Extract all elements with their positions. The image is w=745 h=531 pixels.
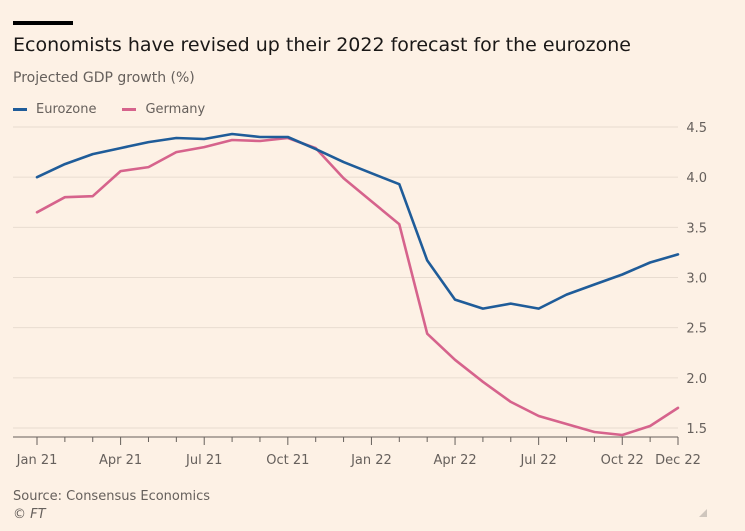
- copyright-note: © FT: [13, 507, 46, 522]
- x-tick-label: Apr 21: [99, 453, 142, 468]
- legend-item-eurozone: Eurozone: [13, 102, 96, 117]
- y-tick-label: 4.0: [686, 171, 707, 186]
- legend-swatch-eurozone: [13, 108, 27, 111]
- y-tick-label: 4.5: [686, 121, 707, 136]
- ft-accent-bar: [13, 21, 73, 25]
- series-line-germany: [35, 136, 680, 437]
- y-tick-label: 1.5: [686, 422, 707, 437]
- legend-item-germany: Germany: [122, 102, 205, 117]
- y-tick-label: 3.0: [686, 272, 707, 287]
- legend-label-eurozone: Eurozone: [36, 102, 97, 117]
- x-tick-label: Jul 21: [185, 453, 222, 468]
- legend-swatch-germany: [122, 108, 137, 111]
- x-tick-label: Oct 21: [266, 453, 309, 468]
- x-tick-label: Jul 22: [519, 453, 556, 468]
- x-tick-label: Apr 22: [433, 453, 476, 468]
- x-tick-label: Jan 22: [350, 453, 392, 468]
- y-tick-label: 2.5: [686, 322, 707, 337]
- x-tick-label: Oct 22: [601, 453, 644, 468]
- legend-label-germany: Germany: [145, 102, 206, 117]
- series-line-eurozone: [35, 132, 680, 310]
- x-tick-label: Jan 21: [16, 453, 58, 468]
- chart-subtitle: Projected GDP growth (%): [13, 70, 195, 86]
- resize-handle-icon: [699, 509, 707, 517]
- source-note: Source: Consensus Economics: [13, 489, 211, 504]
- chart-legend: Eurozone Germany: [13, 102, 231, 117]
- x-tick-label: Dec 22: [655, 453, 701, 468]
- y-tick-label: 2.0: [686, 372, 707, 387]
- y-tick-label: 3.5: [686, 221, 707, 236]
- chart-title: Economists have revised up their 2022 fo…: [13, 34, 631, 56]
